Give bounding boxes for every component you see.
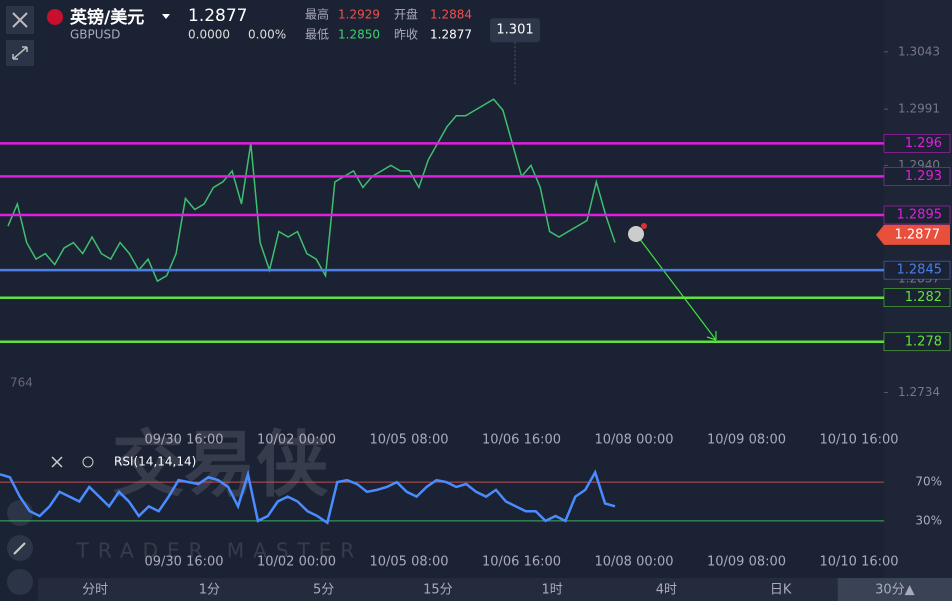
price: 1.2877 [188,6,247,26]
x-tick-label: 10/02 00:00 [257,433,336,448]
level-label: 1.278 [905,334,942,349]
rsi-line [0,469,616,525]
level-tag [883,288,951,307]
change: 0.0000 [188,28,230,42]
tab[interactable]: 日K [770,583,792,598]
y-tick-label: 1.2991 [898,102,940,116]
rsi-tick-label: 30% [915,513,942,527]
tab[interactable]: 1时 [541,583,562,598]
expand-icon [12,46,28,60]
peak-tag [490,18,540,43]
tab[interactable]: 4时 [656,583,677,598]
tab[interactable]: 15分 [423,583,453,598]
rsi-x-tick-label: 10/06 16:00 [482,555,561,570]
code: GBPUSD [70,28,120,42]
prev: 1.2877 [430,28,472,42]
low-label: 最低 [305,28,329,42]
last-price-tag [876,224,950,245]
prev-label: 昨收 [394,28,418,42]
partial-label: 764 [10,376,33,390]
rsi-settings[interactable] [82,456,94,468]
watermark-title: 交易侠 [112,423,329,507]
level-label: 1.293 [905,169,942,184]
level-tag [883,260,951,280]
rsi-x-tick-label: 10/02 00:00 [257,555,336,570]
flag-icon [47,9,63,25]
rsi-close[interactable] [51,456,63,468]
info-icon[interactable] [628,226,644,242]
level-tag [883,205,951,225]
level-label: 1.282 [905,290,942,305]
level-label: 1.2845 [897,263,943,278]
price-line [7,98,616,283]
rsi-x-tick-label: 10/08 00:00 [594,555,673,570]
y-tick-label: 1.3043 [898,44,940,58]
rsi-tick-label: 70% [915,475,942,489]
tab[interactable]: 5分 [313,583,334,598]
dropdown-icon[interactable] [162,14,170,19]
high-label: 最高 [305,7,329,22]
level-tag [883,167,951,186]
low: 1.2850 [338,28,380,42]
close-icon [12,12,28,28]
tab-bar [38,578,952,601]
x-tick-label: 10/10 16:00 [819,433,898,448]
level-label: 1.2895 [897,208,943,223]
x-tick-label: 10/08 00:00 [594,433,673,448]
level-tag [883,134,951,153]
rsi-x-tick-label: 10/09 08:00 [707,555,786,570]
chart-type-button[interactable] [7,569,33,595]
tab[interactable]: 30分▲ [875,583,915,598]
pen-icon [13,542,26,555]
tab-active [837,578,952,601]
open: 1.2884 [430,8,472,22]
rsi-x-tick-label: 09/30 16:00 [144,555,223,570]
tab[interactable]: 分时 [82,583,108,598]
alert-dot [641,223,647,229]
x-tick-label: 10/06 16:00 [482,433,561,448]
rsi-x-tick-label: 10/10 16:00 [819,555,898,570]
watermark-subtitle: TRADER MASTER [76,539,364,563]
y-tick-label: 1.2734 [898,385,940,399]
symbol[interactable]: 英镑/美元 [70,7,144,28]
x-tick-label: 10/05 08:00 [369,433,448,448]
level-label: 1.296 [905,136,942,151]
tab[interactable]: 1分 [199,583,220,598]
peak-label: 1.301 [496,23,533,38]
x-tick-label: 09/30 16:00 [144,433,223,448]
indicator-button[interactable] [7,500,33,526]
open-label: 开盘 [394,7,418,22]
change-pct: 0.00% [248,28,286,42]
high: 1.2929 [338,8,380,22]
annotation-arrow [635,233,717,341]
header: 英镑/美元 GBPUSD 1.2877 0.0000 0.00% 最高 1.29… [47,6,472,42]
rsi-title: RSI(14,14,14) [114,455,196,469]
rsi-x-tick-label: 10/05 08:00 [369,555,448,570]
x-tick-label: 10/09 08:00 [707,433,786,448]
last-price: 1.2877 [895,227,941,242]
level-tag [883,332,951,352]
